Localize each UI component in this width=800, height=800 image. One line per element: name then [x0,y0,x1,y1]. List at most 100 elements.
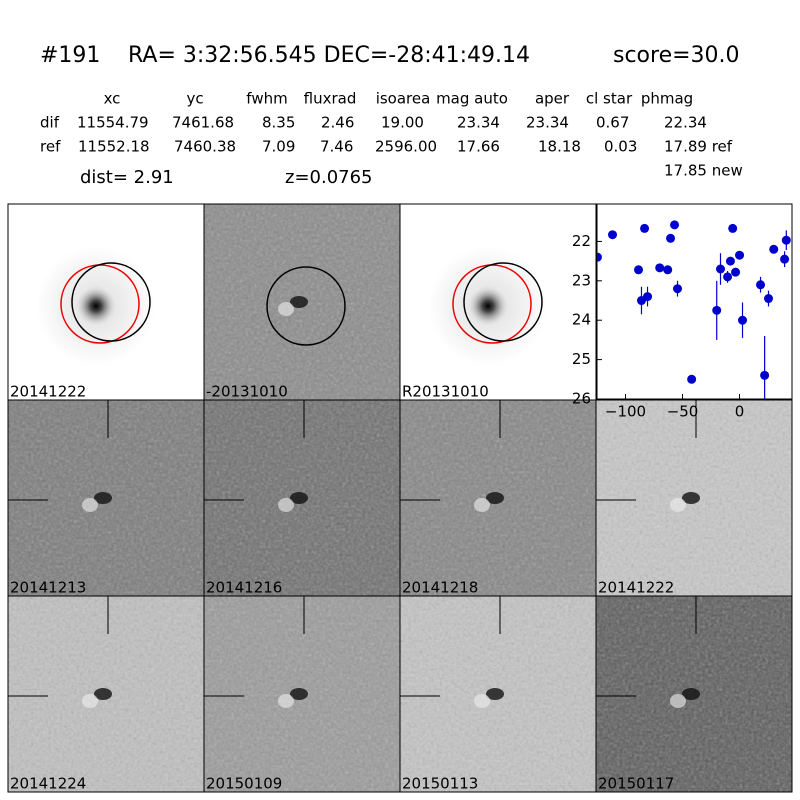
stamp-label: 20141213 [10,579,86,597]
point [764,294,774,304]
stamp-label: R20131010 [402,383,489,401]
column-header: isoarea [376,90,431,108]
table-cell: 0.67 [596,114,629,132]
residual [94,688,112,700]
table-cell: 17.66 [457,138,500,156]
residual [486,492,504,504]
point [687,374,697,384]
column-header: phmag [641,90,693,108]
y-tick-label: 23 [572,271,591,289]
residual [682,492,700,504]
residual [670,694,686,708]
point [666,233,676,243]
residual [278,302,294,316]
residual [682,688,700,700]
source-core [466,284,510,328]
column-header: yc [186,90,203,108]
table-cell: 2596.00 [375,138,437,156]
point [712,305,722,315]
point [769,244,779,254]
table-cell: 7.46 [320,138,353,156]
residual [278,498,294,512]
point [731,267,741,277]
residual [94,492,112,504]
table-cell: 23.34 [526,114,569,132]
residual [290,296,308,308]
residual [474,498,490,512]
table-cell: 11552.18 [78,138,150,156]
y-tick-label: 24 [572,311,591,329]
y-tick-label: 26 [572,390,591,408]
point [728,223,738,233]
column-header: fwhm [246,90,287,108]
residual [82,694,98,708]
table-cell: 0.03 [604,138,637,156]
stamp-label: -20131010 [206,383,288,401]
table-cell: 18.18 [538,138,581,156]
stamp-label: 20141222 [10,383,86,401]
point [735,250,745,260]
point [663,265,673,275]
point [723,272,733,282]
candidate-id: #191 [40,43,100,68]
lightcurve: 22 23 24 25 26 −100 −50 0 [572,203,793,421]
point [670,220,680,230]
stamp-label: 20141218 [402,579,478,597]
stamps: 20141222 -20131010 R20131010 20141213 201412… [7,203,793,793]
points [597,220,791,399]
point [760,370,770,380]
point [716,264,725,274]
stamp-label: 20150117 [598,775,674,793]
table-cell: 7460.38 [174,138,236,156]
table-cell: 23.34 [457,114,500,132]
table-cell: 11554.79 [77,114,149,132]
y-tick-label: 22 [572,232,591,250]
table-cell: 22.34 [664,114,707,132]
plot-area [596,203,793,400]
column-header: cl star [586,90,633,108]
redshift: z=0.0765 [285,167,373,188]
stamp-label: 20150109 [206,775,282,793]
aperture [266,266,346,346]
point [756,280,766,290]
residual [82,498,98,512]
stamp-label: 20141224 [10,775,86,793]
aperture [71,262,151,342]
row-label: dif [40,114,60,132]
new-mag: 17.85 new [664,162,743,180]
stamp-label: 20150113 [402,775,478,793]
point [673,284,683,294]
point [608,230,618,240]
residual [474,694,490,708]
point [781,235,791,245]
table-cell: 8.35 [262,114,295,132]
table-cell: 17.89 ref [664,138,733,156]
column-header: fluxrad [304,90,357,108]
score: score=30.0 [613,43,740,68]
point [655,263,665,273]
point [725,256,735,266]
point [597,252,602,262]
point [640,223,650,233]
residual [290,688,308,700]
point [643,292,653,302]
residual [670,498,686,512]
x-tick-label: −50 [667,403,699,421]
aperture [463,262,543,342]
column-header: mag auto [436,90,508,108]
residual [278,694,294,708]
table-cell: 7461.68 [172,114,234,132]
stamp-label: 20141222 [598,579,674,597]
x-tick-label: −100 [605,403,646,421]
dist: dist= 2.91 [80,167,174,188]
coordinates: RA= 3:32:56.545 DEC=-28:41:49.14 [128,43,530,68]
table-cell: 7.09 [262,138,295,156]
x-tick-label: 0 [735,403,745,421]
point [634,265,644,275]
row-label: ref [40,138,61,156]
table-cell: 2.46 [321,114,354,132]
source-core [74,284,118,328]
residual [486,688,504,700]
point [780,254,790,264]
